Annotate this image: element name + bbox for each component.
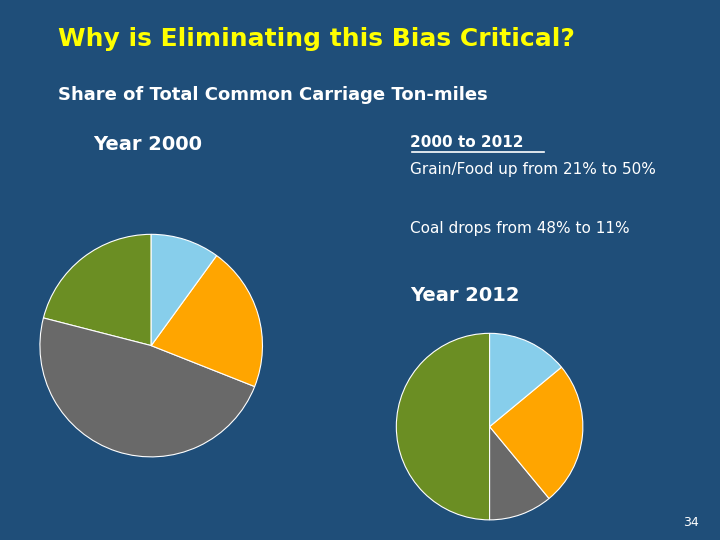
Wedge shape xyxy=(40,318,255,457)
Wedge shape xyxy=(151,255,263,387)
Legend: Grain/Food, Coal, Chemicals, Other: Grain/Food, Coal, Chemicals, Other xyxy=(418,387,525,466)
Wedge shape xyxy=(396,333,490,520)
Text: Coal drops from 48% to 11%: Coal drops from 48% to 11% xyxy=(410,221,630,237)
Text: Year 2012: Year 2012 xyxy=(410,286,520,305)
Wedge shape xyxy=(490,333,562,427)
Wedge shape xyxy=(490,367,583,498)
Text: Grain/Food up from 21% to 50%: Grain/Food up from 21% to 50% xyxy=(410,162,656,177)
Text: 2000 to 2012: 2000 to 2012 xyxy=(410,135,524,150)
Wedge shape xyxy=(490,427,549,520)
Text: Year 2000: Year 2000 xyxy=(94,135,202,154)
Wedge shape xyxy=(151,234,217,346)
Text: Share of Total Common Carriage Ton-miles: Share of Total Common Carriage Ton-miles xyxy=(58,86,487,104)
Wedge shape xyxy=(43,234,151,346)
Text: 34: 34 xyxy=(683,516,698,529)
Text: Why is Eliminating this Bias Critical?: Why is Eliminating this Bias Critical? xyxy=(58,27,575,51)
